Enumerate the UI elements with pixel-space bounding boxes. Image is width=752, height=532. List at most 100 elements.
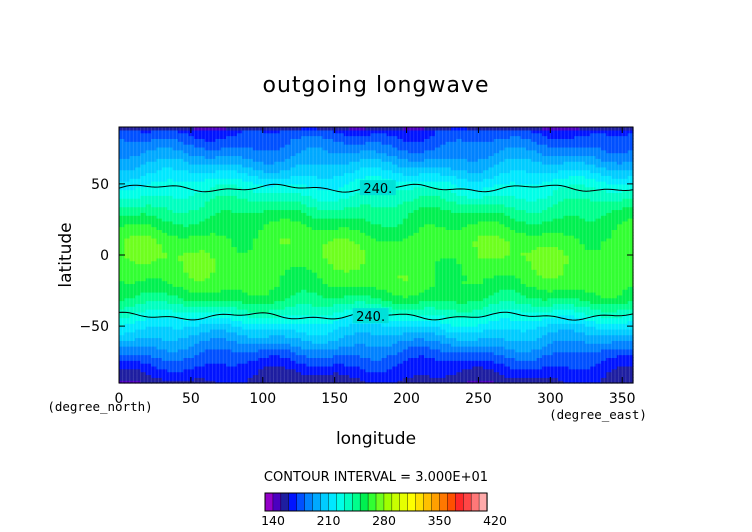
heatmap-cell	[119, 297, 125, 302]
heatmap-cell	[376, 249, 382, 253]
heatmap-cell	[263, 363, 270, 367]
heatmap-cell	[515, 266, 522, 270]
heatmap-cell	[119, 380, 125, 384]
heatmap-cell	[140, 306, 147, 310]
heatmap-cell	[268, 377, 275, 381]
heatmap-cell	[622, 340, 629, 344]
heatmap-cell	[306, 240, 313, 245]
heatmap-cell	[434, 311, 441, 316]
heatmap-cell	[210, 320, 216, 324]
heatmap-cell	[547, 351, 554, 356]
heatmap-cell	[499, 269, 506, 273]
heatmap-cell	[359, 283, 366, 287]
heatmap-cell	[129, 343, 136, 347]
heatmap-cell	[215, 306, 222, 310]
heatmap-cell	[258, 343, 265, 347]
heatmap-cell	[220, 252, 227, 256]
heatmap-cell	[140, 243, 147, 248]
heatmap-cell	[183, 351, 190, 356]
heatmap-cell	[226, 255, 233, 259]
heatmap-cell	[488, 274, 495, 279]
heatmap-cell	[472, 274, 479, 279]
heatmap-cell	[301, 260, 307, 265]
heatmap-cell	[402, 343, 409, 347]
heatmap-cell	[504, 331, 511, 336]
heatmap-cell	[279, 334, 286, 339]
heatmap-cell	[504, 255, 511, 259]
heatmap-cell	[327, 323, 334, 327]
heatmap-cell	[488, 317, 495, 322]
heatmap-cell	[627, 357, 634, 361]
heatmap-cell	[584, 337, 591, 341]
heatmap-cell	[370, 243, 377, 248]
heatmap-cell	[558, 243, 564, 248]
heatmap-cell	[343, 309, 350, 313]
heatmap-cell	[311, 255, 318, 259]
heatmap-cell	[376, 371, 382, 376]
heatmap-cell	[547, 309, 554, 313]
heatmap-cell	[541, 266, 548, 270]
heatmap-cell	[595, 235, 602, 239]
heatmap-cell	[343, 237, 350, 242]
heatmap-cell	[263, 289, 270, 293]
heatmap-cell	[284, 252, 291, 256]
heatmap-cell	[408, 257, 415, 262]
heatmap-cell	[226, 237, 233, 242]
heatmap-cell	[413, 354, 420, 358]
heatmap-cell	[183, 280, 190, 285]
heatmap-cell	[434, 360, 441, 364]
heatmap-cell	[145, 297, 152, 302]
heatmap-cell	[584, 328, 591, 333]
heatmap-cell	[590, 377, 597, 381]
heatmap-cell	[343, 249, 350, 253]
heatmap-cell	[499, 246, 506, 250]
heatmap-cell	[311, 280, 318, 285]
heatmap-cell	[525, 317, 532, 322]
heatmap-cell	[365, 368, 372, 373]
heatmap-cell	[156, 237, 163, 242]
heatmap-cell	[472, 306, 479, 310]
heatmap-cell	[579, 309, 586, 313]
heatmap-cell	[252, 320, 259, 324]
heatmap-cell	[493, 343, 500, 347]
heatmap-cell	[161, 289, 168, 293]
heatmap-cell	[188, 289, 195, 293]
heatmap-cell	[445, 243, 452, 248]
heatmap-cell	[579, 377, 586, 381]
heatmap-cell	[515, 300, 522, 304]
heatmap-cell	[472, 357, 479, 361]
heatmap-cell	[563, 351, 570, 356]
heatmap-cell	[568, 320, 575, 324]
heatmap-cell	[268, 291, 275, 296]
heatmap-cell	[531, 255, 538, 259]
heatmap-cell	[509, 334, 516, 339]
heatmap-cell	[161, 326, 168, 330]
heatmap-cell	[167, 340, 174, 344]
heatmap-cell	[600, 283, 607, 287]
heatmap-cell	[311, 343, 318, 347]
heatmap-cell	[568, 249, 575, 253]
heatmap-cell	[509, 277, 516, 282]
heatmap-cell	[188, 260, 195, 265]
heatmap-cell	[397, 235, 404, 239]
heatmap-cell	[279, 343, 286, 347]
heatmap-cell	[172, 237, 179, 242]
heatmap-cell	[408, 272, 415, 276]
heatmap-cell	[397, 294, 404, 299]
heatmap-cell	[590, 309, 597, 313]
heatmap-cell	[472, 351, 479, 356]
heatmap-cell	[472, 311, 479, 316]
heatmap-cell	[236, 286, 243, 290]
heatmap-cell	[215, 252, 222, 256]
heatmap-cell	[627, 314, 634, 319]
heatmap-cell	[541, 323, 548, 327]
heatmap-cell	[536, 320, 543, 324]
heatmap-cell	[461, 365, 468, 370]
heatmap-cell	[295, 337, 302, 341]
heatmap-cell	[322, 377, 329, 381]
heatmap-cell	[359, 291, 366, 296]
heatmap-cell	[295, 252, 302, 256]
heatmap-cell	[467, 300, 473, 304]
heatmap-cell	[574, 360, 581, 364]
heatmap-cell	[333, 300, 340, 304]
